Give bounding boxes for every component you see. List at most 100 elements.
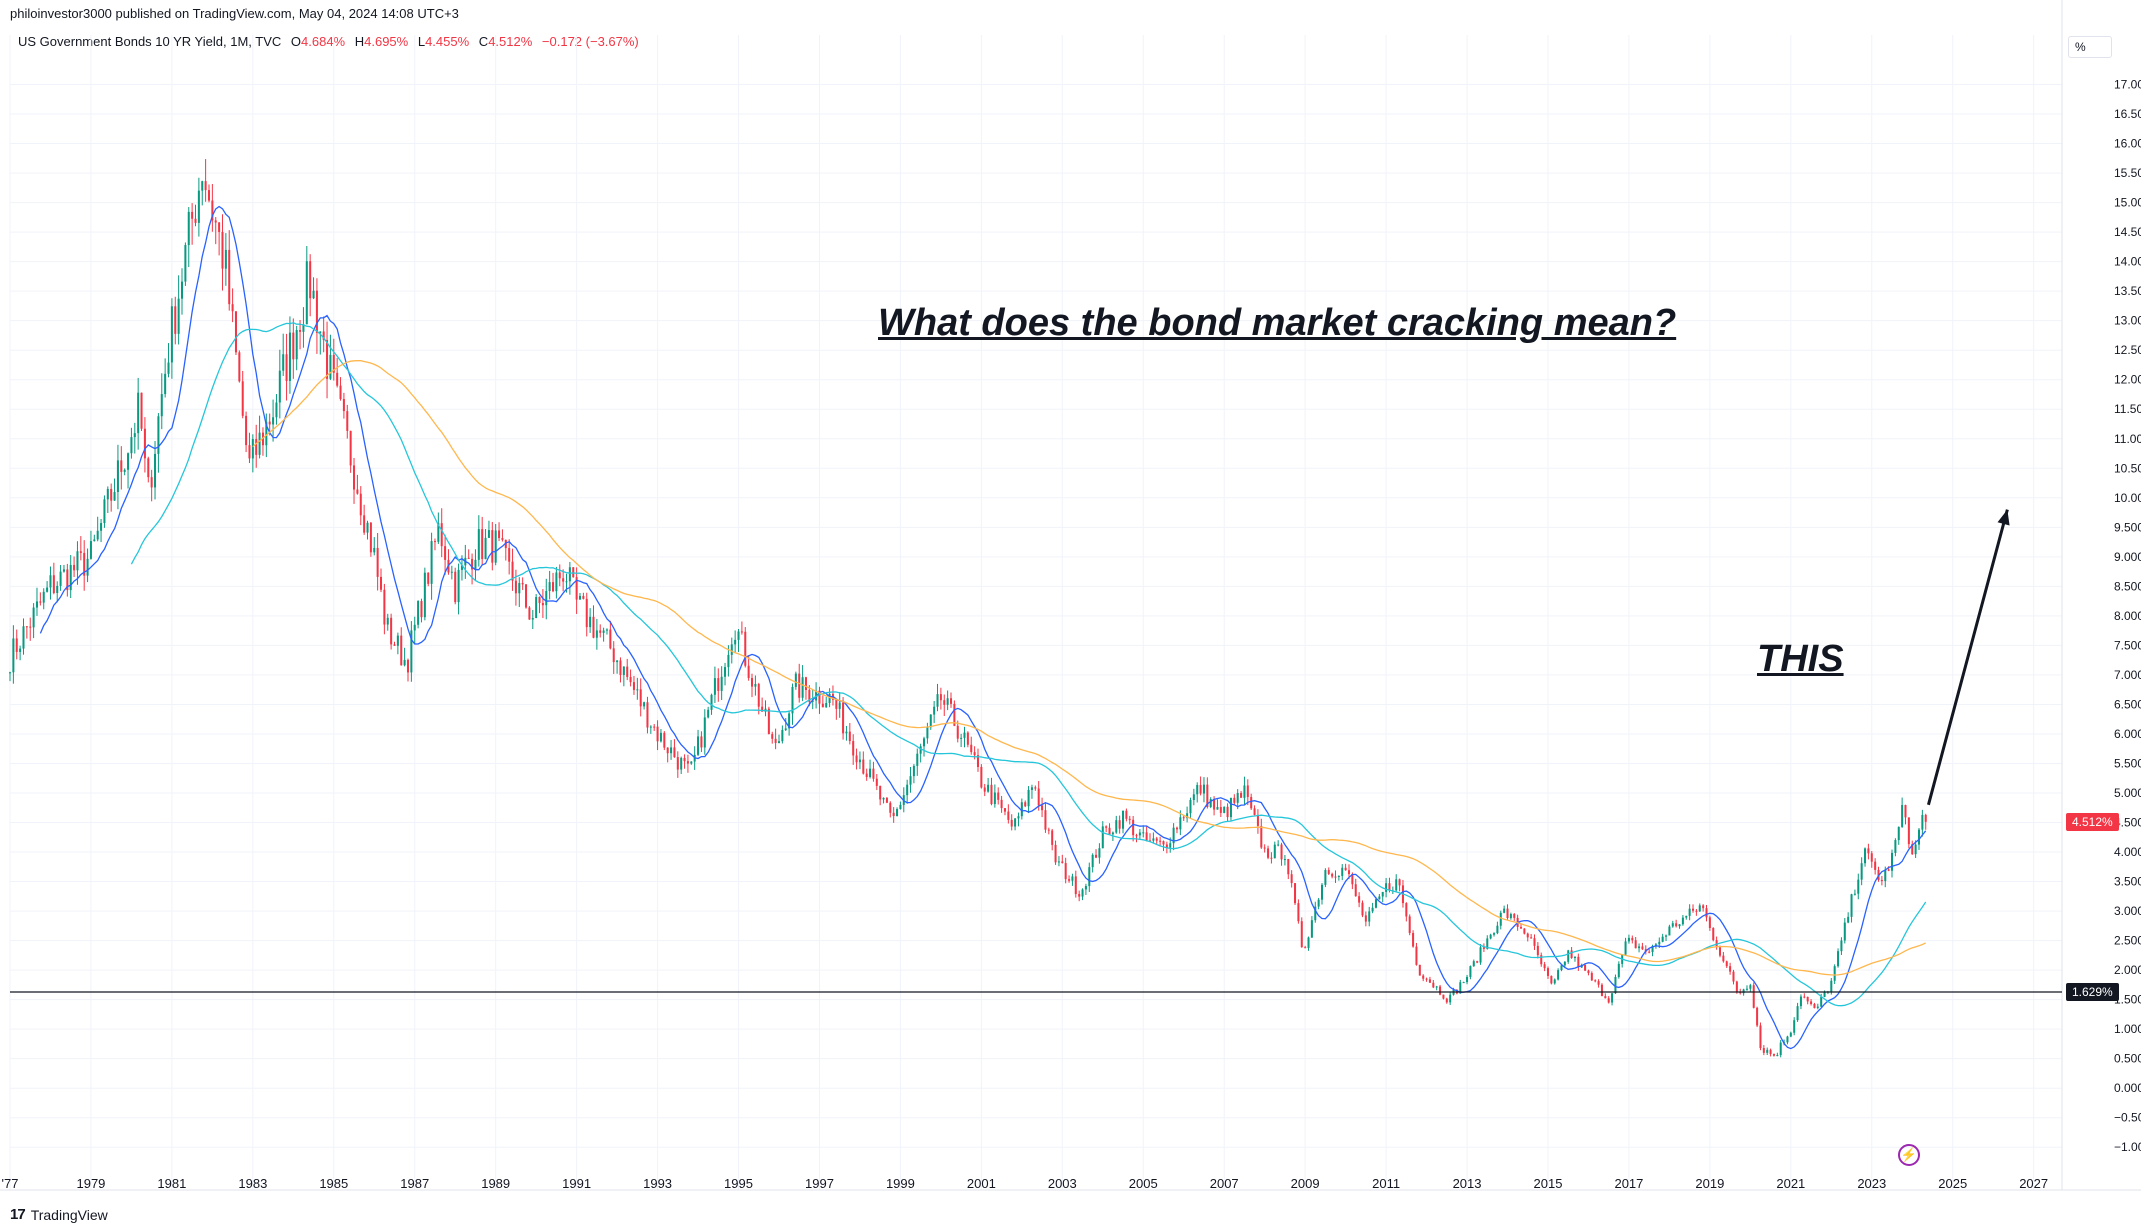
candle-body [1138, 832, 1141, 836]
y-tick-label: 4.500% [2114, 816, 2141, 830]
symbol-name[interactable]: US Government Bonds 10 YR Yield, 1M, TVC [18, 34, 282, 49]
candle-body [471, 558, 474, 570]
candle-body [1044, 810, 1047, 830]
candle-body [1891, 852, 1894, 871]
candle-body [1300, 921, 1303, 948]
candle-body [1830, 980, 1833, 992]
candle-body [659, 732, 662, 742]
candle-body [49, 575, 52, 588]
candle-body [322, 331, 325, 340]
candle-body [1651, 946, 1654, 953]
candle-body [511, 561, 514, 581]
candle-body [1536, 945, 1539, 956]
candle-body [1189, 800, 1192, 814]
candle-body [258, 432, 261, 455]
replay-icon[interactable]: ⚡ [1898, 1144, 1920, 1166]
candle-body [531, 618, 534, 620]
candle-body [869, 768, 872, 778]
candle-body [430, 541, 433, 584]
moving-average-line [39, 205, 1927, 1050]
candle-body [865, 773, 868, 778]
candle-body [710, 694, 713, 710]
candle-body [1428, 979, 1431, 983]
candle-body [686, 761, 689, 764]
x-tick-label: 2027 [2019, 1176, 2048, 1191]
candle-body [96, 530, 99, 540]
candle-body [1887, 869, 1890, 871]
x-tick-label: 1985 [319, 1176, 348, 1191]
candle-body [403, 659, 406, 666]
y-tick-label: 8.500% [2114, 579, 2141, 593]
open-label: O [290, 34, 302, 49]
candle-body [1600, 984, 1603, 997]
candle-body [629, 676, 632, 683]
candle-body [724, 667, 727, 677]
candle-body [309, 261, 312, 299]
candle-body [1526, 933, 1529, 938]
candle-body [1867, 848, 1870, 854]
candle-body [1789, 1032, 1792, 1037]
candle-body [1627, 937, 1630, 942]
candle-body [737, 631, 740, 640]
candle-body [379, 576, 383, 590]
candle-body [1128, 818, 1131, 820]
candle-body [1068, 879, 1071, 881]
candle-body [312, 290, 315, 299]
x-tick-label: 2013 [1453, 1176, 1482, 1191]
x-tick-label: 2019 [1695, 1176, 1724, 1191]
y-axis[interactable]: 17.000% 16.500% 16.000% 15.500% 15.000% 14.50… [2061, 0, 2141, 1190]
candle-body [912, 765, 915, 777]
candle-body [1179, 817, 1182, 830]
candle-body [1159, 840, 1162, 842]
candle-body [1108, 827, 1111, 835]
candle-body [700, 736, 703, 748]
candle-body [1246, 785, 1249, 798]
candle-body [127, 453, 130, 470]
candle-body [491, 530, 494, 563]
candle-body [477, 529, 480, 560]
candle-body [1907, 817, 1910, 845]
y-tick-label: 8.000% [2114, 609, 2141, 623]
candle-body [349, 430, 352, 466]
candle-body [1290, 874, 1293, 884]
candle-body [1148, 840, 1152, 842]
x-tick-label: 1981 [157, 1176, 186, 1191]
candle-body [140, 392, 143, 429]
candle-body [133, 433, 136, 438]
candle-body [42, 591, 45, 603]
candle-body [1361, 902, 1364, 916]
candle-body [774, 738, 777, 744]
candle-body [1513, 914, 1516, 918]
annotation-title: What does the bond market cracking mean? [878, 302, 1677, 344]
candle-body [1567, 950, 1570, 962]
y-tick-label: 6.500% [2114, 697, 2141, 711]
candle-body [1432, 982, 1435, 988]
candle-body [106, 488, 109, 500]
candle-body [777, 741, 781, 744]
candle-body [366, 522, 369, 533]
x-tick-label: 1983 [238, 1176, 267, 1191]
candle-body [19, 648, 22, 652]
candle-body [1543, 964, 1546, 969]
candle-body [1152, 838, 1155, 841]
candle-body [1162, 841, 1165, 845]
candle-body [1752, 985, 1755, 1008]
candle-body [1668, 926, 1671, 936]
candle-body [261, 432, 264, 446]
candle-body [56, 585, 59, 594]
candle-body [1584, 964, 1587, 971]
tradingview-logo[interactable]: 17 TradingView [10, 1206, 108, 1223]
candle-body [1449, 994, 1452, 1003]
candle-body [690, 761, 693, 764]
axis-unit-button[interactable]: % [2068, 36, 2112, 58]
x-axis[interactable]: '77 1979 1981 1983 1985 1987 1989 1991 1993 1995 1… [0, 1176, 2141, 1191]
candle-body [1057, 861, 1060, 863]
candle-body [616, 660, 619, 663]
candle-body [1823, 992, 1826, 997]
candle-body [1216, 807, 1219, 810]
candle-body [1796, 1006, 1799, 1021]
candle-body [1098, 848, 1101, 858]
candle-body [1445, 998, 1448, 1003]
candle-body [1000, 799, 1003, 809]
